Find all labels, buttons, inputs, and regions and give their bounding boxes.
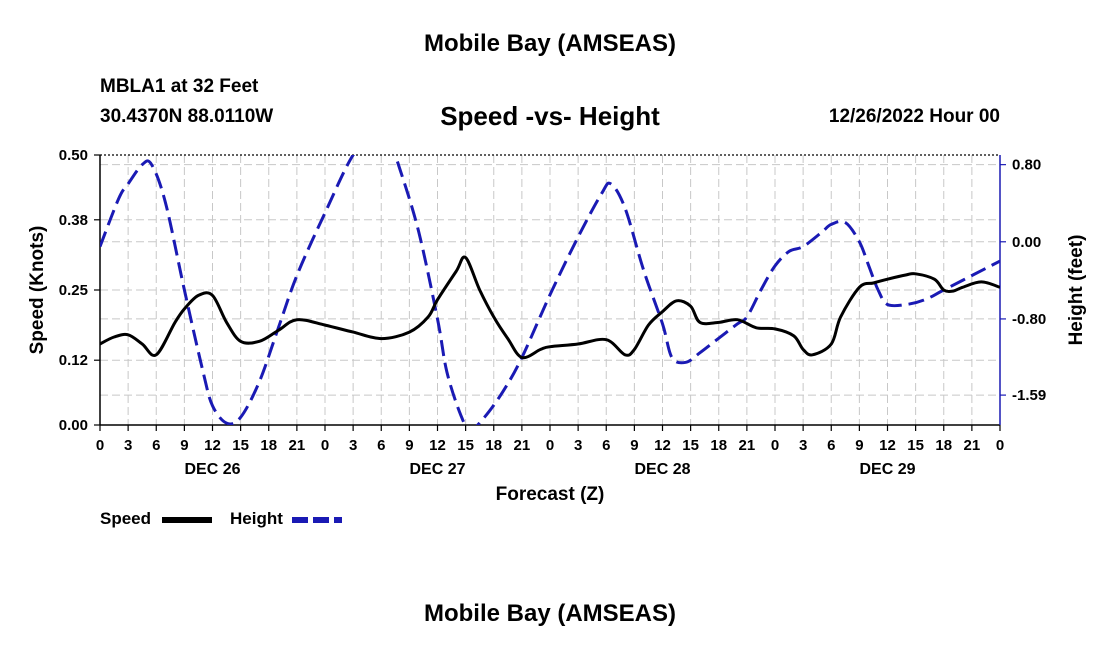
x-tick-label: 12 (879, 437, 896, 454)
y2-tick-label: -0.80 (1012, 311, 1046, 328)
x-axis-title: Forecast (Z) (496, 484, 605, 505)
x-tick-label: 9 (855, 437, 863, 454)
x-tick-label: 12 (429, 437, 446, 454)
date-label: DEC 26 (184, 461, 240, 478)
series-height-line (100, 155, 1000, 425)
station-coordinates: 30.4370N 88.0110W (100, 106, 274, 127)
x-tick-label: 15 (457, 437, 474, 454)
x-tick-label: 12 (654, 437, 671, 454)
x-tick-label: 21 (514, 437, 531, 454)
y-tick-label: 0.25 (59, 282, 88, 299)
x-tick-label: 3 (349, 437, 357, 454)
date-label: DEC 27 (409, 461, 465, 478)
x-tick-label: 0 (546, 437, 554, 454)
chart-subtitle: Speed -vs- Height (440, 101, 660, 131)
x-tick-label: 21 (289, 437, 306, 454)
x-tick-label: 9 (630, 437, 638, 454)
x-tick-label: 6 (377, 437, 385, 454)
x-tick-label: 18 (485, 437, 502, 454)
x-tick-label: 15 (907, 437, 924, 454)
y2-tick-label: 0.00 (1012, 234, 1041, 251)
x-tick-label: 9 (180, 437, 188, 454)
y-axis-title: Speed (Knots) (27, 226, 48, 355)
x-tick-label: 6 (602, 437, 610, 454)
x-tick-label: 15 (232, 437, 249, 454)
x-tick-label: 12 (204, 437, 221, 454)
bottom-title: Mobile Bay (AMSEAS) (423, 600, 677, 627)
legend-height-label: Height (230, 509, 283, 528)
x-tick-label: 3 (574, 437, 582, 454)
y2-tick-label: 0.80 (1012, 157, 1041, 174)
x-tick-label: 0 (321, 437, 329, 454)
y-tick-label: 0.00 (59, 417, 88, 434)
y2-axis-title: Height (feet) (1066, 235, 1087, 346)
legend-speed-label: Speed (100, 509, 152, 528)
x-tick-label: 18 (710, 437, 727, 454)
x-tick-label: 6 (152, 437, 160, 454)
series-speed-line (100, 255, 1000, 360)
y-tick-label: 0.12 (59, 352, 88, 369)
x-tick-label: 0 (771, 437, 779, 454)
chart-title: Mobile Bay (AMSEAS) (423, 30, 677, 57)
forecast-datetime: 12/26/2022 Hour 00 (828, 106, 1000, 127)
date-label: DEC 29 (859, 461, 915, 478)
station-label: MBLA1 at 32 Feet (100, 76, 259, 97)
x-tick-label: 0 (96, 437, 104, 454)
x-tick-label: 21 (964, 437, 981, 454)
x-tick-label: 3 (124, 437, 132, 454)
x-tick-label: 3 (799, 437, 807, 454)
x-tick-label: 6 (827, 437, 835, 454)
date-label: DEC 28 (634, 461, 690, 478)
x-tick-label: 18 (260, 437, 277, 454)
x-tick-label: 18 (935, 437, 952, 454)
x-tick-label: 21 (739, 437, 756, 454)
x-tick-label: 9 (405, 437, 413, 454)
y-tick-label: 0.38 (59, 212, 88, 229)
y-tick-label: 0.50 (59, 147, 88, 164)
x-tick-label: 15 (682, 437, 699, 454)
y2-tick-label: -1.59 (1012, 387, 1046, 404)
x-tick-label: 0 (996, 437, 1004, 454)
